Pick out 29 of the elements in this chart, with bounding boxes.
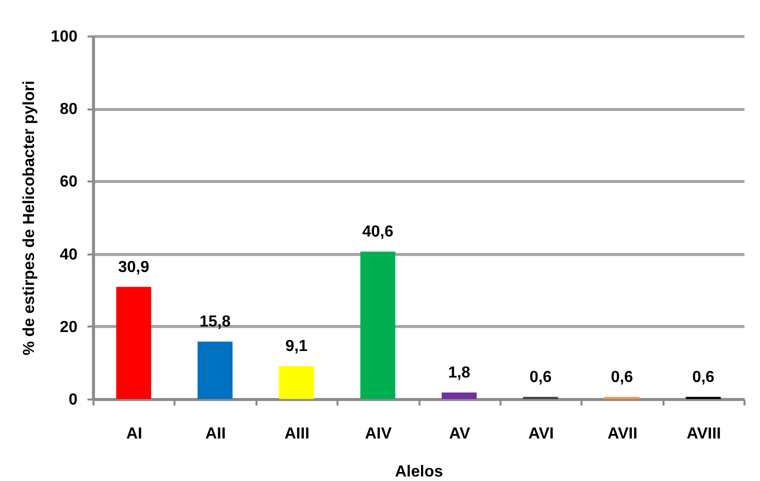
y-axis-title: % de estirpes de Helicobacter pylori xyxy=(20,80,38,356)
x-tick-label: AIV xyxy=(364,426,392,442)
bar xyxy=(116,286,152,399)
x-tick-label: AII xyxy=(205,426,226,442)
x-tick-label: AIII xyxy=(284,426,310,442)
y-tick-label: 60 xyxy=(60,174,78,191)
data-label: 15,8 xyxy=(199,314,231,331)
x-tick-label: AVII xyxy=(607,426,638,442)
x-tick-label: AI xyxy=(126,426,142,442)
y-tick-label: 80 xyxy=(60,101,78,118)
data-label: 9,1 xyxy=(285,338,308,355)
x-tick-label: AVI xyxy=(528,426,554,442)
y-tick-label: 0 xyxy=(68,392,78,408)
data-label: 0,6 xyxy=(610,368,634,386)
data-label: 1,8 xyxy=(448,364,470,382)
data-label: 30,9 xyxy=(118,258,150,276)
x-axis-title: Alelos xyxy=(394,464,444,480)
x-tick-label: AV xyxy=(449,426,471,442)
bar xyxy=(198,342,233,399)
x-tick-label: AVIII xyxy=(686,426,721,442)
data-label: 40,6 xyxy=(362,224,394,241)
y-tick-label: 20 xyxy=(60,318,78,336)
bar xyxy=(360,252,396,399)
y-tick-label: 100 xyxy=(50,28,78,46)
y-tick-label: 40 xyxy=(60,246,78,264)
bar xyxy=(278,366,314,399)
data-label: 0,6 xyxy=(529,368,552,386)
data-label: 0,6 xyxy=(692,368,715,386)
bar xyxy=(442,392,477,399)
